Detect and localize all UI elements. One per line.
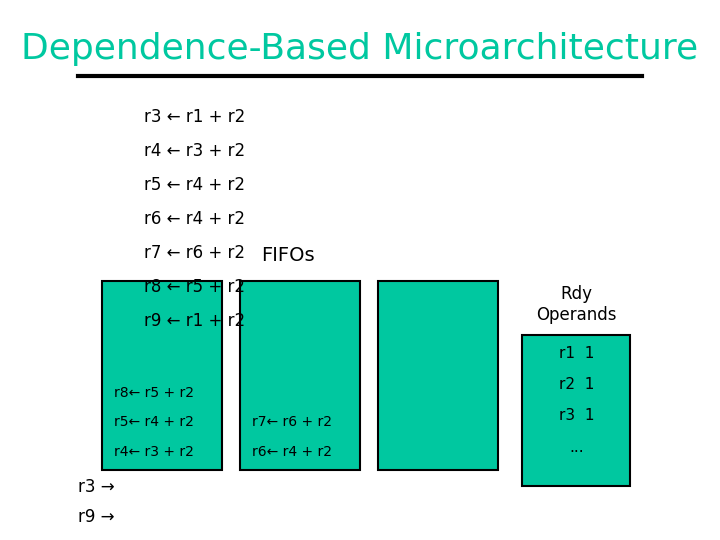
Text: r2  1: r2 1 [559,377,594,392]
Text: FIFOs: FIFOs [261,246,315,265]
Text: r4 ← r3 + r2: r4 ← r3 + r2 [144,142,245,160]
FancyBboxPatch shape [240,281,360,470]
FancyBboxPatch shape [102,281,222,470]
Text: r6 ← r4 + r2: r6 ← r4 + r2 [144,210,245,228]
Text: Rdy
Operands: Rdy Operands [536,285,616,324]
Text: r7 ← r6 + r2: r7 ← r6 + r2 [144,244,245,262]
Text: Dependence-Based Microarchitecture: Dependence-Based Microarchitecture [22,32,698,66]
Text: r1  1: r1 1 [559,346,594,361]
Text: r6← r4 + r2: r6← r4 + r2 [252,445,332,459]
Text: r4← r3 + r2: r4← r3 + r2 [114,445,194,459]
Text: r8← r5 + r2: r8← r5 + r2 [114,386,194,400]
FancyBboxPatch shape [378,281,498,470]
Text: r3  1: r3 1 [559,408,594,423]
Text: r8 ← r5 + r2: r8 ← r5 + r2 [144,278,245,296]
Text: r3 ← r1 + r2: r3 ← r1 + r2 [144,108,245,126]
Text: r9 →: r9 → [78,508,114,525]
Text: r7← r6 + r2: r7← r6 + r2 [252,415,332,429]
Text: ...: ... [569,440,584,455]
FancyBboxPatch shape [522,335,631,486]
Text: r5← r4 + r2: r5← r4 + r2 [114,415,194,429]
Text: r3 →: r3 → [78,478,114,496]
Text: r5 ← r4 + r2: r5 ← r4 + r2 [144,176,245,194]
Text: r9 ← r1 + r2: r9 ← r1 + r2 [144,312,245,330]
